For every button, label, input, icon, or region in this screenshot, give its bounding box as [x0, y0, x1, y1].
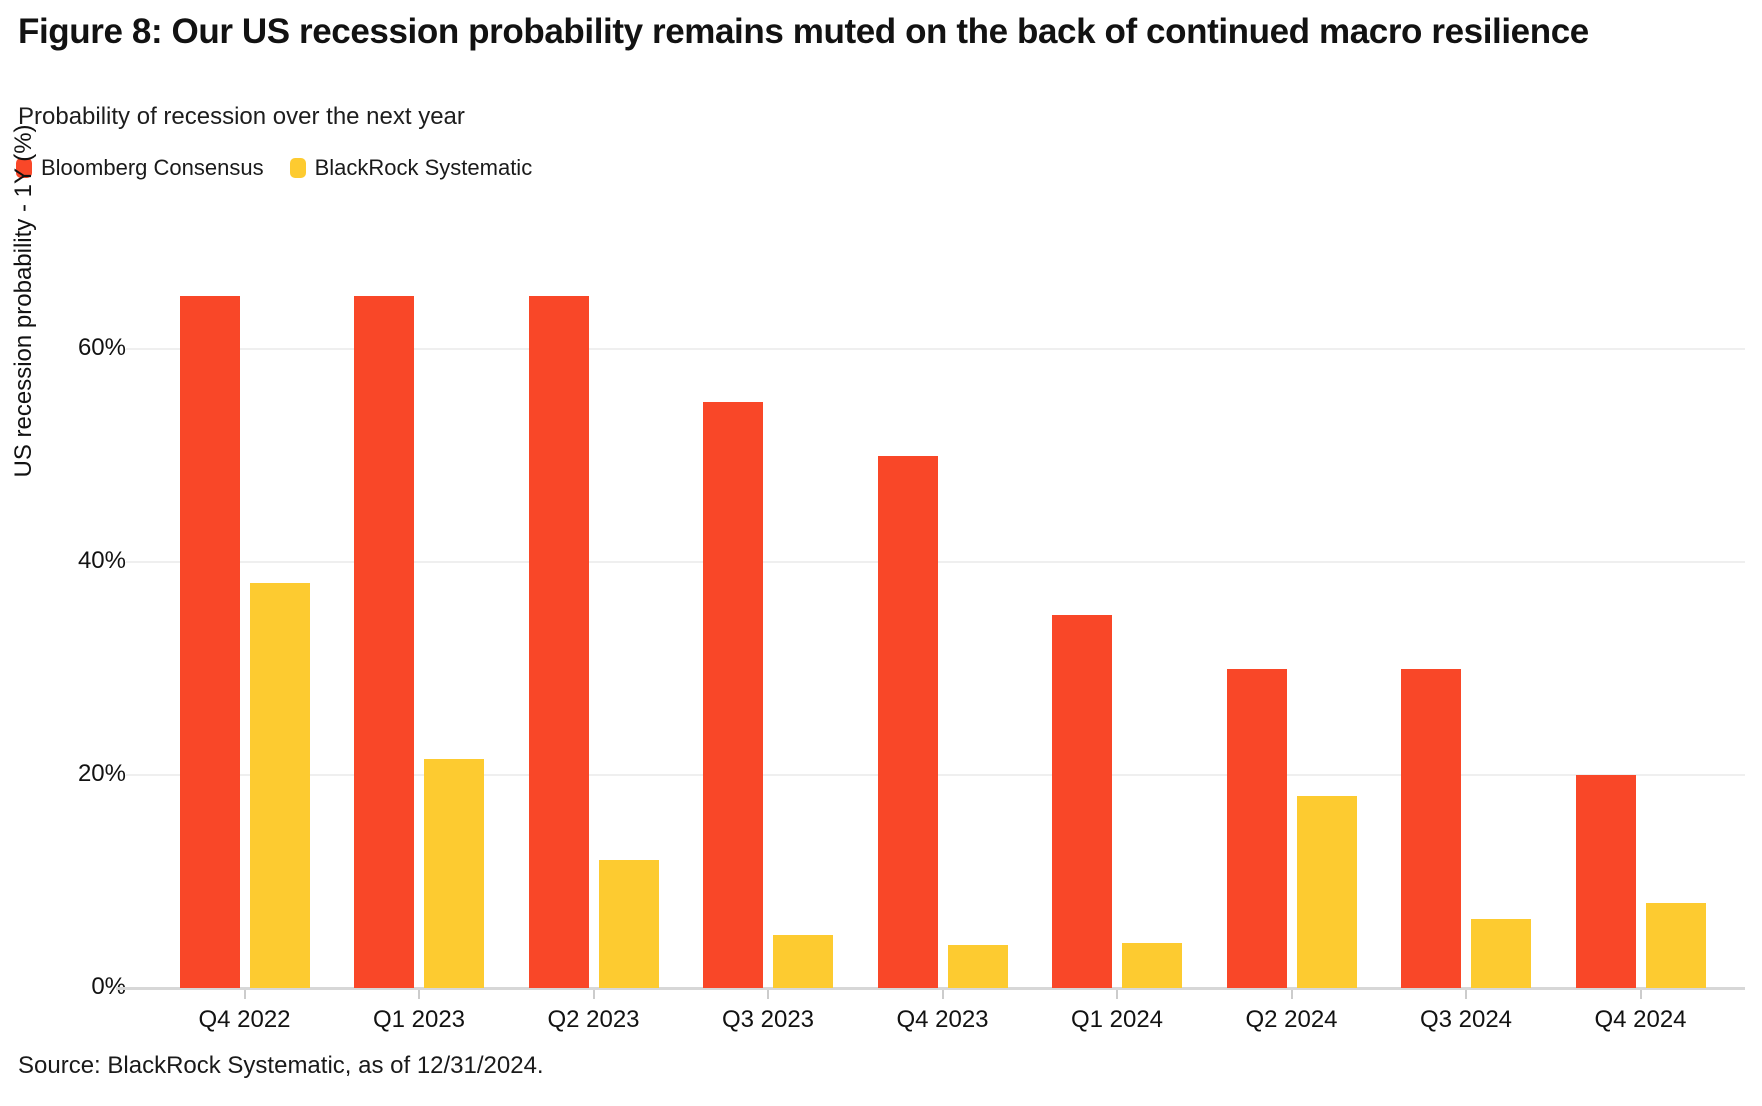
bar-systematic-q1-2023 [424, 759, 484, 988]
x-axis-tick [243, 990, 246, 999]
x-axis-tick [418, 990, 420, 999]
x-axis-label-q3-2023: Q3 2023 [721, 1006, 815, 1033]
x-axis-label-q4-2023: Q4 2023 [896, 1006, 989, 1033]
bar-consensus-q4-2022 [179, 295, 240, 988]
x-axis-label-q2-2023: Q2 2023 [547, 1006, 640, 1033]
x-axis-tick [592, 990, 595, 999]
x-axis-label-q1-2024: Q1 2024 [1070, 1006, 1164, 1033]
source-note: Source: BlackRock Systematic, as of 12/3… [18, 1052, 544, 1079]
bar-consensus-q1-2023 [354, 295, 414, 988]
x-axis-tick [1465, 990, 1467, 999]
x-axis-label-q4-2024: Q4 2024 [1594, 1006, 1687, 1033]
x-axis-label-q1-2023: Q1 2023 [372, 1006, 466, 1033]
bar-consensus-q3-2024 [1401, 668, 1461, 988]
legend-item-label: Bloomberg Consensus [41, 155, 264, 180]
legend-swatch-icon [289, 158, 306, 178]
y-axis-title: US recession probability - 1Y (%) [10, 124, 37, 478]
chart-legend: Bloomberg Consensus BlackRock Systematic [16, 155, 532, 181]
x-axis-label-q4-2022: Q4 2022 [198, 1006, 291, 1033]
bar-consensus-q4-2023 [877, 455, 938, 988]
x-axis-tick [1290, 990, 1293, 999]
legend-item-label: BlackRock Systematic [314, 155, 533, 180]
x-axis-tick [767, 990, 769, 999]
bar-consensus-q3-2023 [703, 402, 763, 988]
legend-item-consensus: Bloomberg Consensus [16, 155, 264, 181]
legend-swatch-icon [16, 158, 32, 178]
y-axis-label-60: 60% [77, 334, 126, 361]
x-axis-tick [1116, 990, 1118, 999]
bar-systematic-q2-2023 [598, 860, 659, 988]
bar-consensus-q2-2024 [1226, 668, 1287, 988]
x-axis-label-q3-2024: Q3 2024 [1419, 1006, 1513, 1033]
x-axis-tick [1639, 990, 1642, 999]
legend-item-systematic: BlackRock Systematic [289, 155, 533, 181]
bar-systematic-q4-2024 [1645, 902, 1706, 988]
figure-title: Figure 8: Our US recession probability r… [18, 12, 1589, 51]
bar-consensus-q4-2024 [1575, 775, 1636, 988]
bar-systematic-q3-2023 [773, 934, 833, 988]
y-axis-label-40: 40% [77, 547, 126, 574]
x-axis-line [116, 987, 1745, 990]
bar-systematic-q4-2023 [947, 945, 1008, 988]
bar-systematic-q4-2022 [249, 583, 310, 988]
figure-subtitle: Probability of recession over the next y… [18, 103, 465, 130]
bar-systematic-q1-2024 [1122, 943, 1182, 988]
bar-consensus-q2-2023 [528, 295, 589, 988]
bar-consensus-q1-2024 [1052, 615, 1112, 988]
bar-systematic-q2-2024 [1296, 796, 1357, 988]
y-axis-label-0: 0% [91, 973, 126, 1000]
x-axis-tick [941, 990, 944, 999]
gridline-60 [126, 348, 1745, 350]
plot-area: Q4 2022 Q1 2023 Q2 2023 Q3 2023 Q4 2023 Q1 20… [116, 250, 1745, 1033]
y-axis-label-20: 20% [77, 760, 126, 787]
bar-systematic-q3-2024 [1471, 918, 1531, 988]
x-axis-label-q2-2024: Q2 2024 [1245, 1006, 1338, 1033]
